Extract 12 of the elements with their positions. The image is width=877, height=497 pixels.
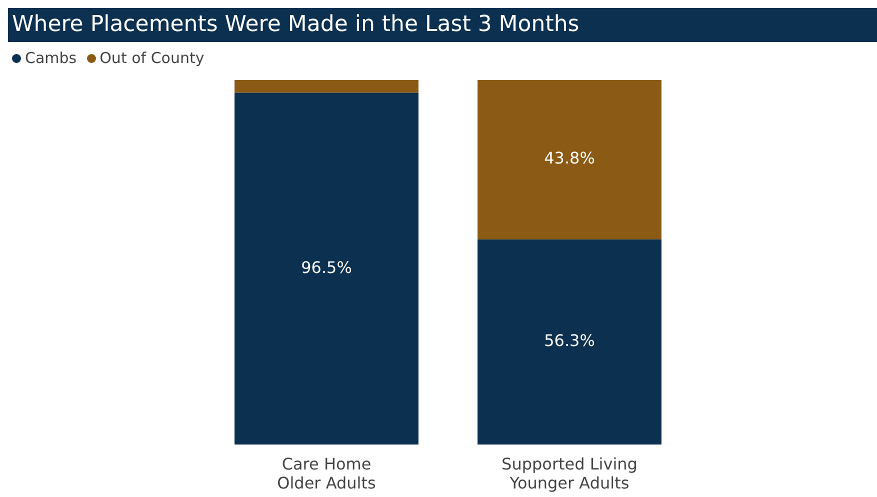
bar (478, 80, 662, 240)
legend-label: Cambs (24, 49, 77, 67)
bar (234, 92, 418, 445)
bar (478, 239, 662, 445)
data-label: 96.5% (301, 258, 352, 277)
chart-title: Where Placements Were Made in the Last 3 Months (8, 8, 877, 42)
x-tick-label: Care Home Older Adults (277, 454, 376, 493)
data-label: 43.8% (544, 148, 595, 168)
x-tick-label: Supported Living Younger Adults (502, 454, 638, 493)
bar (234, 80, 418, 93)
data-label: 56.3% (544, 331, 595, 350)
legend-label: Out of County (98, 49, 204, 67)
